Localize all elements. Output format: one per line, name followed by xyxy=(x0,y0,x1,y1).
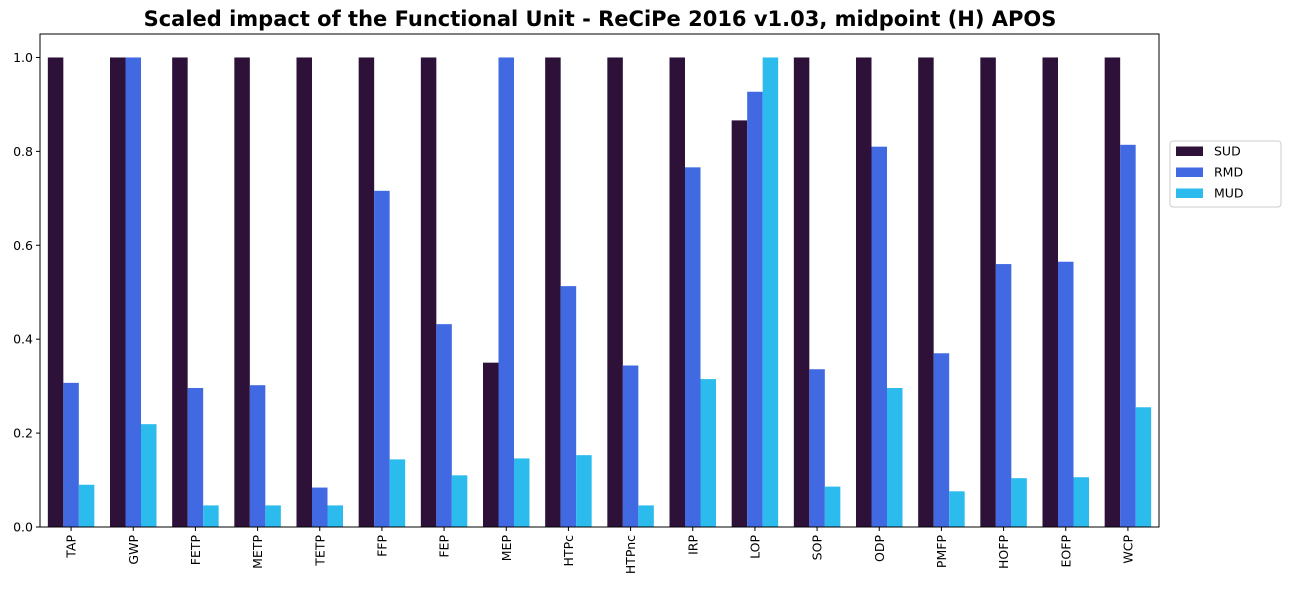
bar-sud-htpnc xyxy=(607,57,623,527)
bar-rmd-mep xyxy=(498,57,514,527)
bar-rmd-hofp xyxy=(995,264,1012,527)
bar-sud-fetp xyxy=(172,57,188,527)
bar-sud-sop xyxy=(793,57,810,527)
legend: SUD RMD MUD xyxy=(1169,140,1282,208)
x-tick-label: TETP xyxy=(312,535,327,567)
x-tick-label: HTPc xyxy=(561,535,576,567)
x-tick-label: LOP xyxy=(747,535,762,559)
bar-mud-irp xyxy=(700,379,716,527)
bar-mud-pmfp xyxy=(949,491,965,527)
bar-rmd-gwp xyxy=(125,57,141,527)
bar-sud-fep xyxy=(420,57,437,527)
y-axis: 0.0 0.2 0.4 0.6 0.8 1.0 xyxy=(13,50,40,535)
bar-rmd-htpnc xyxy=(622,365,639,527)
bar-sud-eofp xyxy=(1042,57,1058,527)
x-tick-label: EOFP xyxy=(1058,535,1073,568)
bar-mud-htpc xyxy=(576,455,592,527)
bar-rmd-irp xyxy=(685,167,701,527)
bar-mud-fep xyxy=(451,475,468,527)
x-tick-label: HOFP xyxy=(996,535,1011,569)
y-tick-label: 0.6 xyxy=(13,238,33,253)
bar-mud-tap xyxy=(78,484,95,527)
bar-mud-odp xyxy=(887,388,903,527)
x-tick-label: METP xyxy=(250,535,265,569)
bar-sud-tetp xyxy=(296,57,312,527)
bar-rmd-lop xyxy=(747,91,763,527)
bar-sud-lop xyxy=(731,120,748,527)
bar-rmd-pmfp xyxy=(933,353,950,527)
bar-rmd-metp xyxy=(249,385,266,527)
bar-mud-tetp xyxy=(327,505,343,527)
bar-mud-hofp xyxy=(1011,478,1027,527)
legend-label-rmd: RMD xyxy=(1214,165,1243,180)
y-tick-label: 0.0 xyxy=(13,520,33,535)
bar-sud-ffp xyxy=(358,57,375,527)
plot-frame xyxy=(39,33,1160,528)
bar-mud-htpnc xyxy=(638,505,654,527)
x-tick-label: WCP xyxy=(1120,535,1135,564)
x-tick-label: IRP xyxy=(685,535,700,555)
bar-sud-wcp xyxy=(1104,57,1121,527)
bar-sud-irp xyxy=(669,57,685,527)
bars-layer xyxy=(47,57,1152,527)
y-tick-label: 1.0 xyxy=(13,50,33,65)
x-tick-label: FFP xyxy=(374,535,389,557)
legend-label-sud: SUD xyxy=(1214,144,1241,159)
bar-mud-wcp xyxy=(1135,407,1152,527)
x-tick-label: SOP xyxy=(810,535,825,561)
bar-rmd-ffp xyxy=(374,190,390,527)
bar-mud-eofp xyxy=(1073,477,1089,527)
bar-rmd-sop xyxy=(809,369,825,527)
legend-swatch-sud xyxy=(1176,146,1203,156)
x-tick-label: GWP xyxy=(126,535,141,565)
x-tick-label: HTPnc xyxy=(623,535,638,574)
bar-rmd-tap xyxy=(63,382,79,527)
bar-rmd-fetp xyxy=(187,388,204,527)
bar-rmd-fep xyxy=(436,324,452,527)
x-tick-label: FEP xyxy=(437,535,452,558)
x-tick-label: FETP xyxy=(188,535,203,566)
x-tick-label: MEP xyxy=(499,535,514,562)
x-axis: TAP GWP FETP METP TETP FFP FEP MEP HTPc HTPnc IRP L… xyxy=(64,527,1135,574)
bar-rmd-wcp xyxy=(1120,144,1136,527)
bar-mud-mep xyxy=(514,458,530,527)
bar-mud-sop xyxy=(824,486,841,527)
y-tick-label: 0.4 xyxy=(13,332,33,347)
bar-rmd-eofp xyxy=(1058,261,1074,527)
bar-sud-pmfp xyxy=(918,57,934,527)
bar-sud-mep xyxy=(483,362,499,527)
x-tick-label: ODP xyxy=(872,535,887,562)
y-tick-label: 0.8 xyxy=(13,144,33,159)
bar-mud-metp xyxy=(265,505,281,527)
bar-rmd-htpc xyxy=(560,286,577,527)
legend-label-mud: MUD xyxy=(1214,186,1244,201)
bar-rmd-odp xyxy=(871,146,887,527)
bar-sud-htpc xyxy=(545,57,561,527)
bar-mud-lop xyxy=(762,57,779,527)
y-tick-label: 0.2 xyxy=(13,426,33,441)
bar-sud-tap xyxy=(47,57,64,527)
bar-sud-odp xyxy=(856,57,872,527)
legend-swatch-rmd xyxy=(1176,167,1203,177)
bar-mud-ffp xyxy=(389,459,406,527)
x-tick-label: PMFP xyxy=(934,535,949,569)
x-tick-label: TAP xyxy=(64,535,79,559)
bar-rmd-tetp xyxy=(312,487,328,527)
bar-sud-hofp xyxy=(980,57,996,527)
bar-mud-gwp xyxy=(141,424,157,527)
legend-swatch-mud xyxy=(1176,188,1203,198)
chart-title: Scaled impact of the Functional Unit - R… xyxy=(144,7,1057,31)
bar-sud-metp xyxy=(234,57,250,527)
bar-sud-gwp xyxy=(110,57,126,527)
bar-mud-fetp xyxy=(203,505,219,527)
